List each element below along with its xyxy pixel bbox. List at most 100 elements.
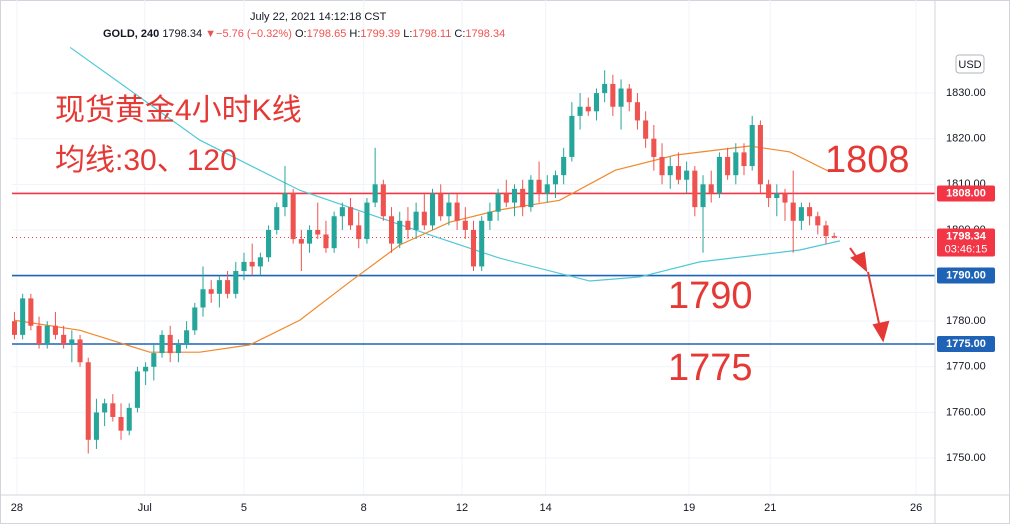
x-tick-label: 8 (361, 502, 367, 514)
currency-box[interactable] (955, 54, 985, 74)
o: 1798.65 (307, 28, 347, 40)
candle-body (298, 239, 304, 244)
candle-body (249, 261, 255, 267)
candle-body (831, 236, 837, 238)
x-tick-label: 14 (540, 502, 552, 514)
candle-body (274, 207, 280, 230)
candle-body (200, 289, 206, 308)
candle-body (61, 334, 67, 344)
y-tick-label: 1780.00 (946, 315, 986, 327)
candle-body (216, 280, 222, 294)
arrow-line (867, 271, 881, 329)
candle-body (749, 125, 755, 167)
candle-body (528, 179, 534, 208)
x-tick-label: Jul (138, 502, 152, 514)
candle-body (356, 225, 362, 240)
candle-body (470, 229, 477, 267)
candle-body (192, 307, 198, 331)
level-label-box (937, 267, 995, 284)
y-tick-label: 1820.00 (946, 133, 986, 145)
arrows (849, 247, 890, 343)
x-tick-label: 19 (683, 502, 695, 514)
candle-body (52, 325, 58, 335)
h: 1799.39 (360, 28, 400, 40)
symbol: GOLD, 240 (103, 28, 159, 40)
candle-body (700, 184, 706, 208)
candle-body (577, 106, 583, 116)
arrow: ▼ (205, 28, 216, 40)
header-datetime: July 22, 2021 14:12:18 CST (250, 11, 387, 23)
candle-body (774, 193, 780, 198)
candle-body (307, 229, 313, 244)
candle-body (413, 211, 419, 230)
candle-body (12, 321, 18, 335)
candle-body (429, 193, 436, 226)
candle-body (315, 229, 321, 235)
arrow-head (872, 320, 890, 343)
moving-average (69, 46, 841, 282)
candle-body (184, 330, 190, 344)
candle-body (536, 179, 542, 194)
candle-body (380, 184, 386, 217)
level-label-box (937, 185, 995, 202)
candle-body (479, 220, 485, 267)
candle-body (364, 202, 370, 240)
candle-body (143, 366, 149, 372)
price: 1798.34 (162, 28, 202, 40)
candle-body (675, 166, 681, 180)
candle-body (544, 184, 550, 194)
candle-body (225, 280, 231, 294)
l-label: L: (403, 28, 412, 40)
candle-body (339, 207, 345, 217)
candle-body (716, 156, 722, 194)
candle-body (766, 184, 772, 198)
y-tick-label: 1760.00 (946, 406, 986, 418)
candle-body (667, 166, 673, 176)
candle-body (233, 270, 239, 294)
candle-body (643, 120, 649, 139)
candle-body (20, 298, 26, 335)
candle-body (815, 216, 821, 226)
candle-body (503, 193, 509, 203)
candle-body (69, 339, 75, 344)
candle-body (651, 138, 657, 157)
candle-body (331, 216, 337, 249)
candle-body (495, 193, 501, 212)
candle-body (610, 83, 616, 107)
candle-body (659, 156, 665, 176)
candle-body (602, 83, 608, 94)
moving-average (14, 145, 831, 353)
candle-body (36, 325, 42, 344)
candle-body (28, 298, 34, 326)
level-annotation: 1775 (668, 347, 753, 389)
candle-body (733, 152, 739, 176)
candle-body (569, 115, 575, 157)
countdown-label: 03:46:15 (945, 243, 988, 255)
candle-body (552, 175, 559, 185)
candle-body (520, 188, 526, 208)
candle-body (151, 353, 157, 367)
candle-body (134, 371, 140, 408)
candle-body (167, 334, 173, 354)
arrow-head (850, 251, 868, 273)
candle-body (348, 207, 354, 226)
candle-body (511, 188, 518, 203)
candle-body (798, 207, 804, 221)
o-label: O: (295, 28, 307, 40)
candle-body (44, 325, 50, 344)
currency-label[interactable]: USD (958, 59, 981, 71)
currency-button[interactable]: USD (955, 54, 985, 74)
candle-body (397, 220, 403, 244)
candle-body (757, 125, 763, 185)
x-tick-label: 26 (910, 502, 922, 514)
change: −5.76 (−0.32%) (216, 28, 292, 40)
candle-body (454, 202, 460, 221)
candle-body (241, 261, 247, 271)
candle-body (290, 193, 296, 240)
candle-body (372, 184, 378, 203)
candle-body (593, 93, 599, 112)
candle-body (388, 216, 395, 244)
candle-body (102, 403, 108, 413)
